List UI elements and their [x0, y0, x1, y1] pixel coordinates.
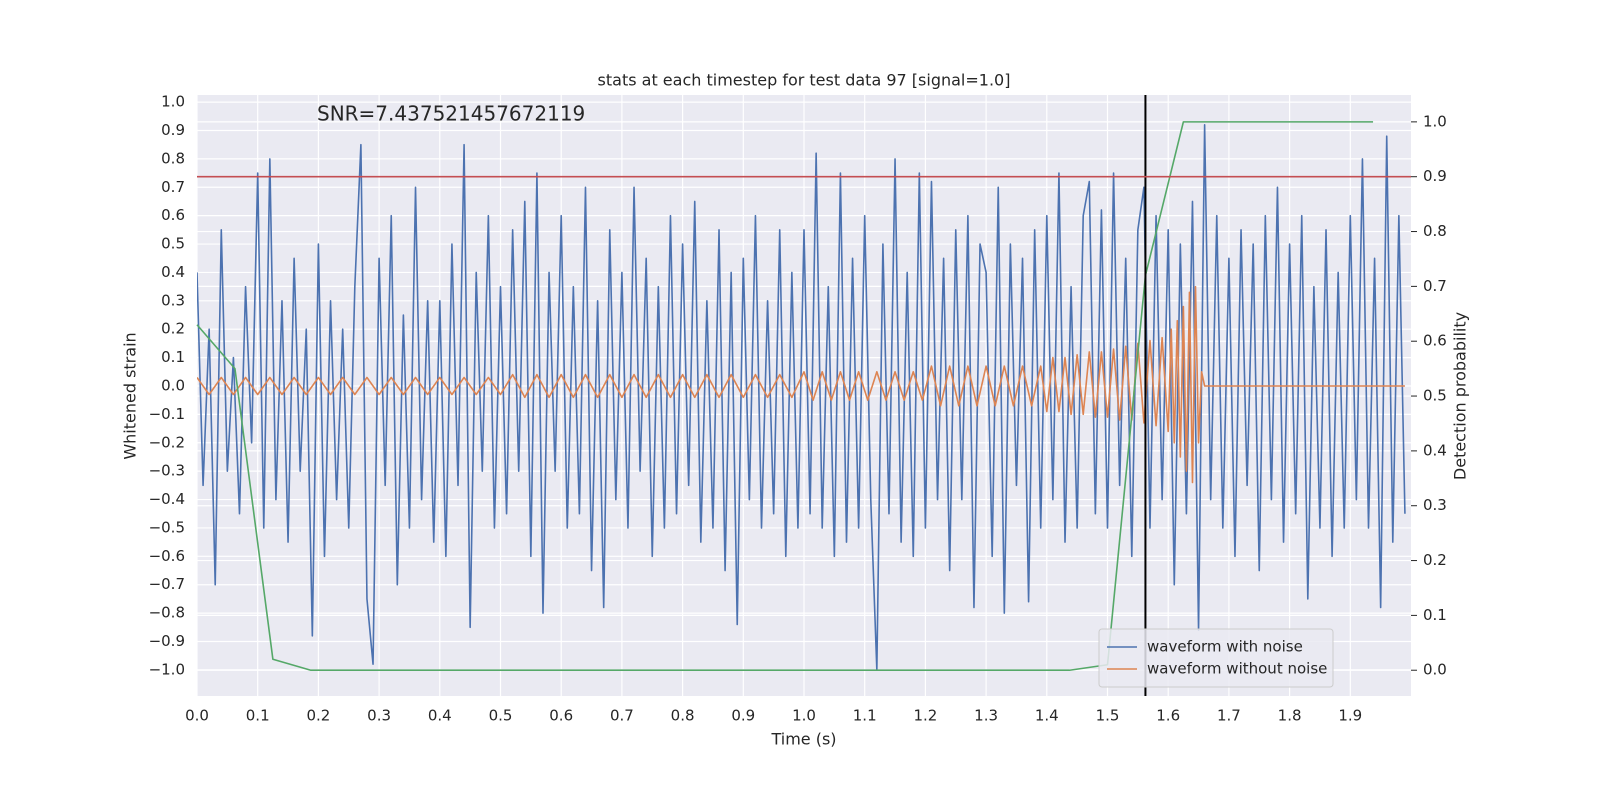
y-tick-label: −1.0	[149, 660, 185, 678]
chart-title: stats at each timestep for test data 97 …	[598, 71, 1011, 90]
y-tick-label: 1.0	[161, 93, 185, 111]
annotation: SNR=7.437521457672119	[317, 102, 585, 126]
y-tick-label: 0.1	[161, 348, 185, 366]
y-tick-label: −0.3	[149, 462, 185, 480]
y-tick-label: 0.3	[161, 291, 185, 309]
overlay	[196, 95, 1411, 696]
y2-tick-label: 0.2	[1423, 551, 1447, 569]
y-axis-label: Whitened strain	[121, 332, 140, 459]
x-tick-label: 1.0	[792, 707, 816, 725]
y2-tick-label: 0.7	[1423, 277, 1447, 295]
y-tick-label: 0.0	[161, 376, 185, 394]
x-tick-label: 0.7	[610, 707, 634, 725]
y-tick-label: −0.1	[149, 405, 185, 423]
legend-label: waveform without noise	[1147, 660, 1327, 678]
y2-tick-label: 0.3	[1423, 496, 1447, 514]
series-line	[196, 121, 1374, 672]
y-tick-label: 0.2	[161, 320, 185, 338]
y2-tick-label: 1.0	[1423, 112, 1447, 130]
grid	[196, 95, 1411, 696]
y-tick-label: −0.9	[149, 632, 185, 650]
x-tick-label: 0.8	[671, 707, 695, 725]
x-tick-label: 0.9	[731, 707, 755, 725]
x-tick-label: 1.2	[913, 707, 937, 725]
x-tick-label: 0.3	[367, 707, 391, 725]
x-tick-label: 1.8	[1278, 707, 1302, 725]
x-tick-label: 1.6	[1156, 707, 1180, 725]
x-tick-label: 1.9	[1338, 707, 1362, 725]
y-tick-label: 0.7	[161, 178, 185, 196]
x-tick-label: 1.7	[1217, 707, 1241, 725]
y2-tick-label: 0.6	[1423, 332, 1447, 350]
y-tick-label: −0.7	[149, 575, 185, 593]
x-tick-label: 1.1	[853, 707, 877, 725]
y-tick-label: −0.2	[149, 433, 185, 451]
x-tick-label: 0.2	[306, 707, 330, 725]
x-tick-label: 1.3	[974, 707, 998, 725]
y2-tick-label: 0.9	[1423, 167, 1447, 185]
y-tick-label: −0.8	[149, 604, 185, 622]
y-tick-label: 0.9	[161, 121, 185, 139]
x-tick-label: 1.4	[1035, 707, 1059, 725]
y-tick-label: 0.6	[161, 206, 185, 224]
y-tick-label: −0.4	[149, 490, 185, 508]
legend: waveform with noise waveform without nois…	[1098, 628, 1334, 688]
y2-tick-label: 0.4	[1423, 441, 1447, 459]
y2-tick-label: 0.1	[1423, 606, 1447, 624]
y2-tick-label: 0.5	[1423, 387, 1447, 405]
y-tick-label: 0.4	[161, 263, 185, 281]
x-tick-label: 0.5	[489, 707, 513, 725]
y-tick-label: 0.8	[161, 149, 185, 167]
legend-label: waveform with noise	[1147, 638, 1303, 656]
legend-box	[1098, 628, 1334, 688]
x-tick-label: 0.6	[549, 707, 573, 725]
x-tick-label: 1.5	[1096, 707, 1120, 725]
x-tick-label: 0.4	[428, 707, 452, 725]
x-tick-label: 0.1	[246, 707, 270, 725]
y-tick-label: −0.5	[149, 518, 185, 536]
x-tick-label: 0.0	[185, 707, 209, 725]
x-axis-label: Time (s)	[770, 730, 836, 749]
y2-axis-label: Detection probability	[1451, 312, 1470, 480]
y2-tick-label: 0.8	[1423, 222, 1447, 240]
y2-tick-label: 0.0	[1423, 661, 1447, 679]
y-tick-label: 0.5	[161, 235, 185, 253]
y-tick-label: −0.6	[149, 547, 185, 565]
